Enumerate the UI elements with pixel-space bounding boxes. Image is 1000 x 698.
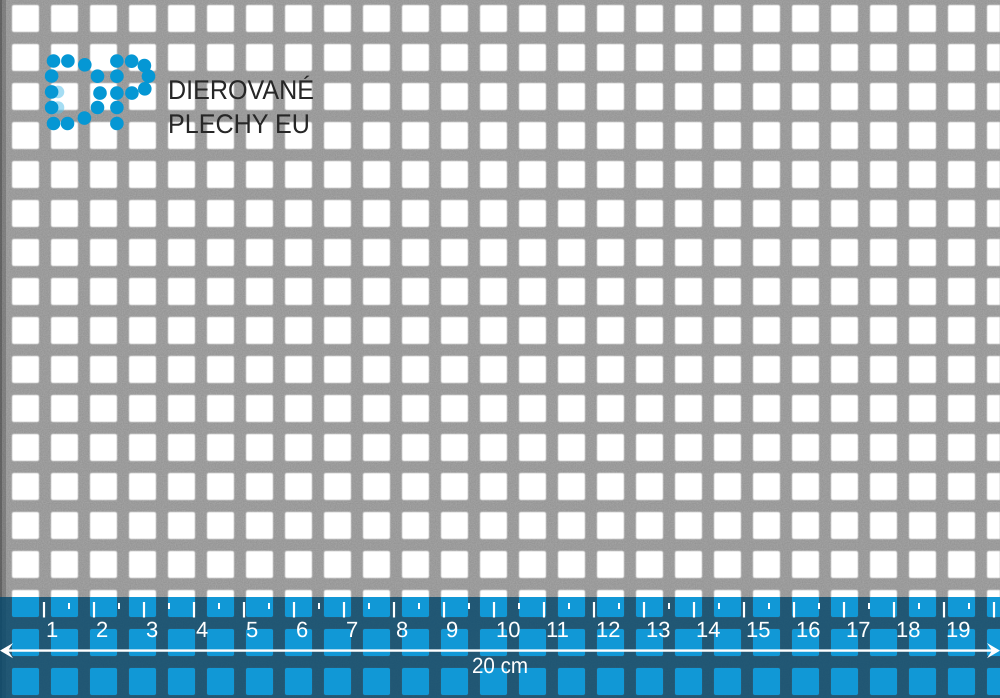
svg-text:1: 1 <box>46 617 58 642</box>
svg-text:15: 15 <box>746 617 770 642</box>
svg-text:2: 2 <box>96 617 108 642</box>
svg-text:12: 12 <box>596 617 620 642</box>
svg-text:11: 11 <box>546 617 569 642</box>
svg-text:9: 9 <box>446 617 458 642</box>
svg-text:16: 16 <box>796 617 820 642</box>
svg-text:20 cm: 20 cm <box>472 653 528 678</box>
svg-text:18: 18 <box>896 617 920 642</box>
svg-text:17: 17 <box>846 617 870 642</box>
svg-text:13: 13 <box>646 617 670 642</box>
svg-text:19: 19 <box>946 617 970 642</box>
svg-text:7: 7 <box>346 617 358 642</box>
svg-text:8: 8 <box>396 617 408 642</box>
svg-text:10: 10 <box>496 617 520 642</box>
svg-text:PLECHY EU: PLECHY EU <box>168 109 310 139</box>
svg-text:DIEROVANÉ: DIEROVANÉ <box>168 75 314 105</box>
svg-text:4: 4 <box>196 617 208 642</box>
svg-text:5: 5 <box>246 617 258 642</box>
svg-text:6: 6 <box>296 617 308 642</box>
svg-text:14: 14 <box>696 617 720 642</box>
svg-text:3: 3 <box>146 617 158 642</box>
